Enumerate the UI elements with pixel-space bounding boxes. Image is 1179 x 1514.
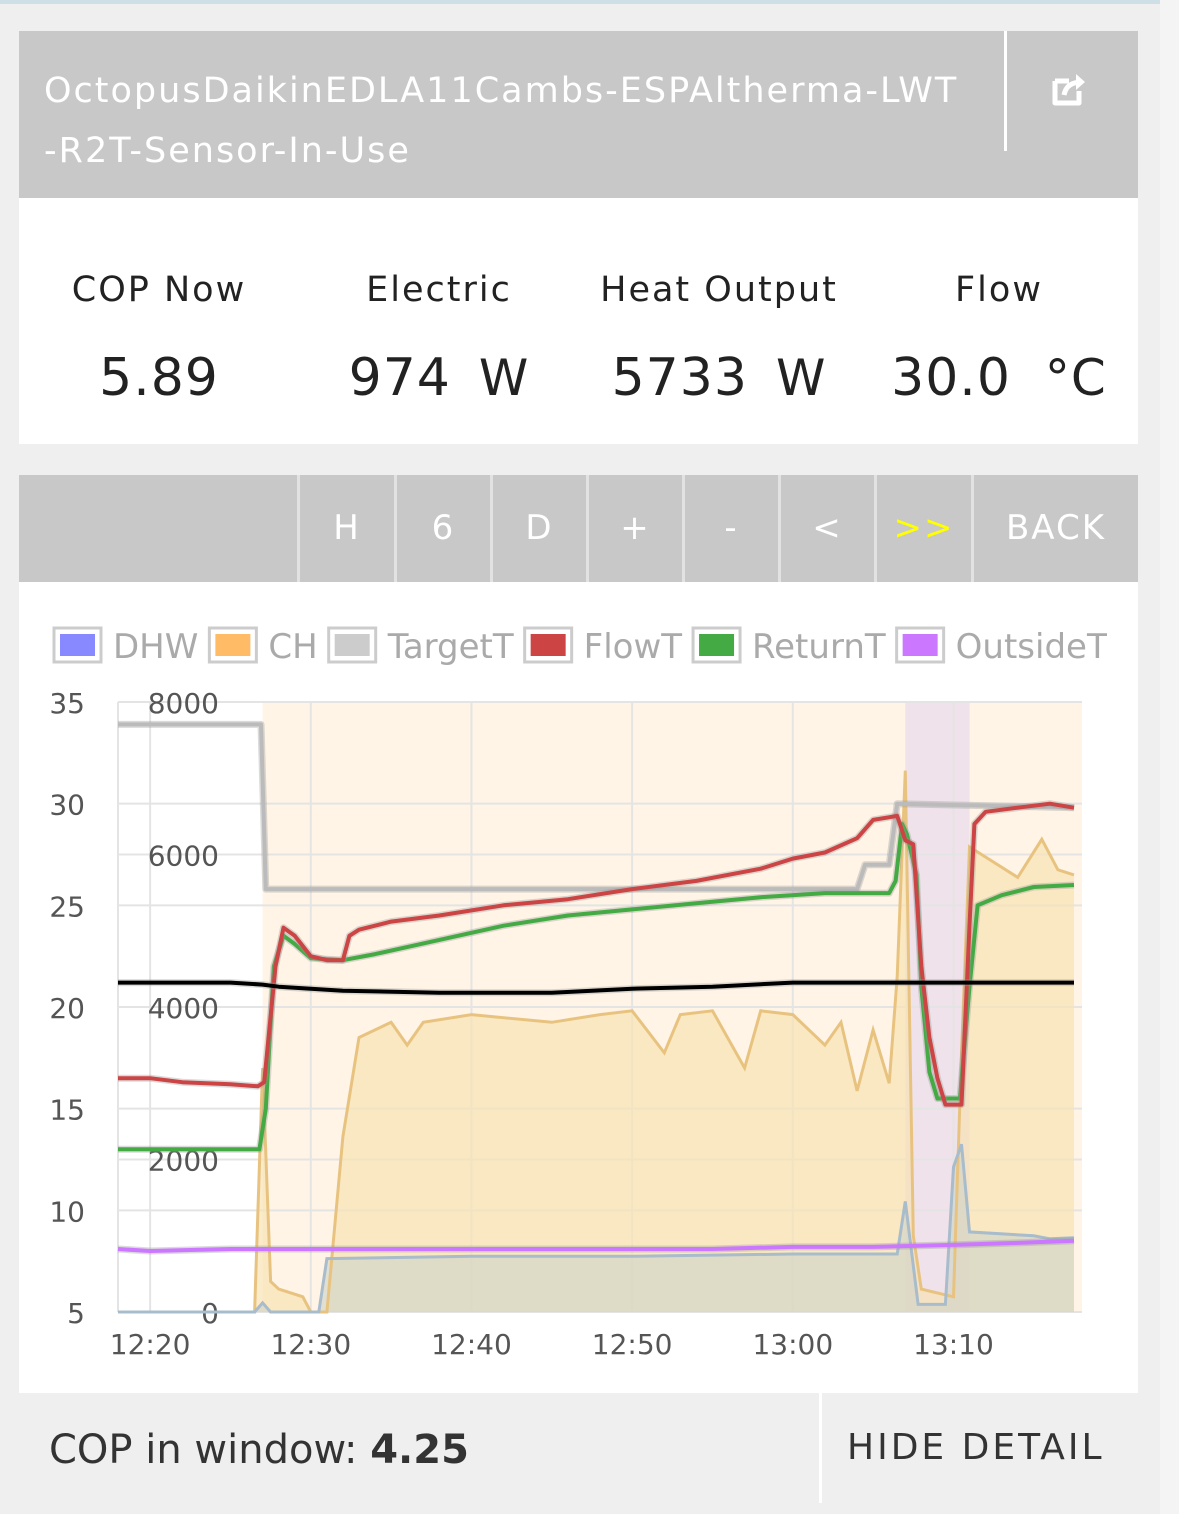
page-gutter (1160, 0, 1179, 1514)
zoom-out-button[interactable]: - (682, 475, 778, 582)
zoom-in-button[interactable]: + (586, 475, 682, 582)
stat-label: Heat Output (600, 270, 838, 310)
stat-label: Electric (366, 270, 512, 310)
targett-line (118, 722, 1075, 892)
legend-label-outsidet: OutsideT (956, 627, 1108, 667)
y-right-tick-label: 4000 (148, 992, 219, 1025)
page-title: OctopusDaikinEDLA11Cambs-ESPAltherma-LWT… (44, 71, 959, 171)
legend-label-flowt: FlowT (584, 627, 683, 667)
legend-swatch-fill-ch (215, 634, 251, 656)
stat-label: Flow (955, 270, 1043, 310)
legend-label-targett: TargetT (387, 627, 514, 667)
flowt-line (118, 801, 1075, 1107)
legend-swatch-fill-outsidet (902, 634, 938, 656)
y-left-tick-label: 30 (49, 789, 85, 822)
outsidet-line (117, 1238, 1075, 1253)
back-button[interactable]: BACK (971, 475, 1138, 582)
y-left-tick-label: 5 (67, 1297, 85, 1330)
x-tick-label: 13:00 (752, 1328, 833, 1361)
y-right-tick-label: 6000 (148, 840, 219, 873)
header-bar: OctopusDaikinEDLA11Cambs-ESPAltherma-LWT… (19, 31, 1138, 198)
electric-line (118, 1143, 1075, 1314)
footer-divider (819, 1393, 822, 1503)
x-tick-label: 12:40 (431, 1328, 512, 1361)
top-edge (0, 0, 1179, 4)
heat-output-area (118, 770, 1074, 1312)
legend-swatch-fill-flowt (530, 634, 566, 656)
y-left-tick-label: 35 (49, 687, 85, 720)
chart-toolbar: H 6 D + - < >> BACK (19, 475, 1138, 582)
y-left-tick-label: 15 (49, 1094, 85, 1127)
six-hour-button[interactable]: 6 (394, 475, 490, 582)
hide-detail-button[interactable]: HIDE DETAIL (847, 1427, 1105, 1468)
y-left-tick-label: 10 (49, 1195, 85, 1228)
jump-latest-button[interactable]: >> (874, 475, 971, 582)
stat-value: 5733 W (611, 348, 827, 408)
electric-area (118, 1144, 1074, 1312)
x-tick-label: 12:20 (110, 1328, 191, 1361)
stat-value: 30.0 °C (891, 348, 1107, 408)
stat-label: COP Now (71, 270, 247, 310)
x-tick-label: 13:10 (913, 1328, 994, 1361)
legend-swatch-fill-returnt (699, 634, 735, 656)
day-button[interactable]: D (490, 475, 586, 582)
x-tick-label: 12:30 (270, 1328, 351, 1361)
legend-label-ch: CH (268, 627, 317, 667)
legend-label-returnt: ReturnT (752, 627, 886, 667)
header-divider (1004, 31, 1007, 151)
hour-button[interactable]: H (297, 475, 394, 582)
back-step-button[interactable]: < (778, 475, 874, 582)
footer-bar: COP in window: 4.25 HIDE DETAIL (19, 1393, 1138, 1514)
chart-panel: 5 10 15 20 25 30 35 0 2000 4000 6000 8000 12:20 12:30… (19, 582, 1138, 1393)
stat-value: 5.89 (99, 348, 219, 408)
stats-panel: COP Now 5.89 Electric 974 W Heat Output 5… (19, 198, 1138, 444)
share-icon[interactable] (1049, 69, 1089, 109)
legend-label-dhw: DHW (113, 627, 198, 667)
legend-swatch-fill-dhw (60, 634, 95, 656)
cop-line (118, 980, 1074, 995)
cop-window-readout: COP in window: 4.25 (49, 1427, 469, 1473)
y-right-tick-label: 8000 (148, 687, 219, 720)
y-left-tick-label: 25 (49, 890, 85, 923)
legend-swatch-fill-targett (334, 634, 370, 656)
y-left-tick-label: 20 (49, 992, 85, 1025)
stat-value: 974 W (348, 348, 530, 408)
x-tick-label: 12:50 (592, 1328, 673, 1361)
